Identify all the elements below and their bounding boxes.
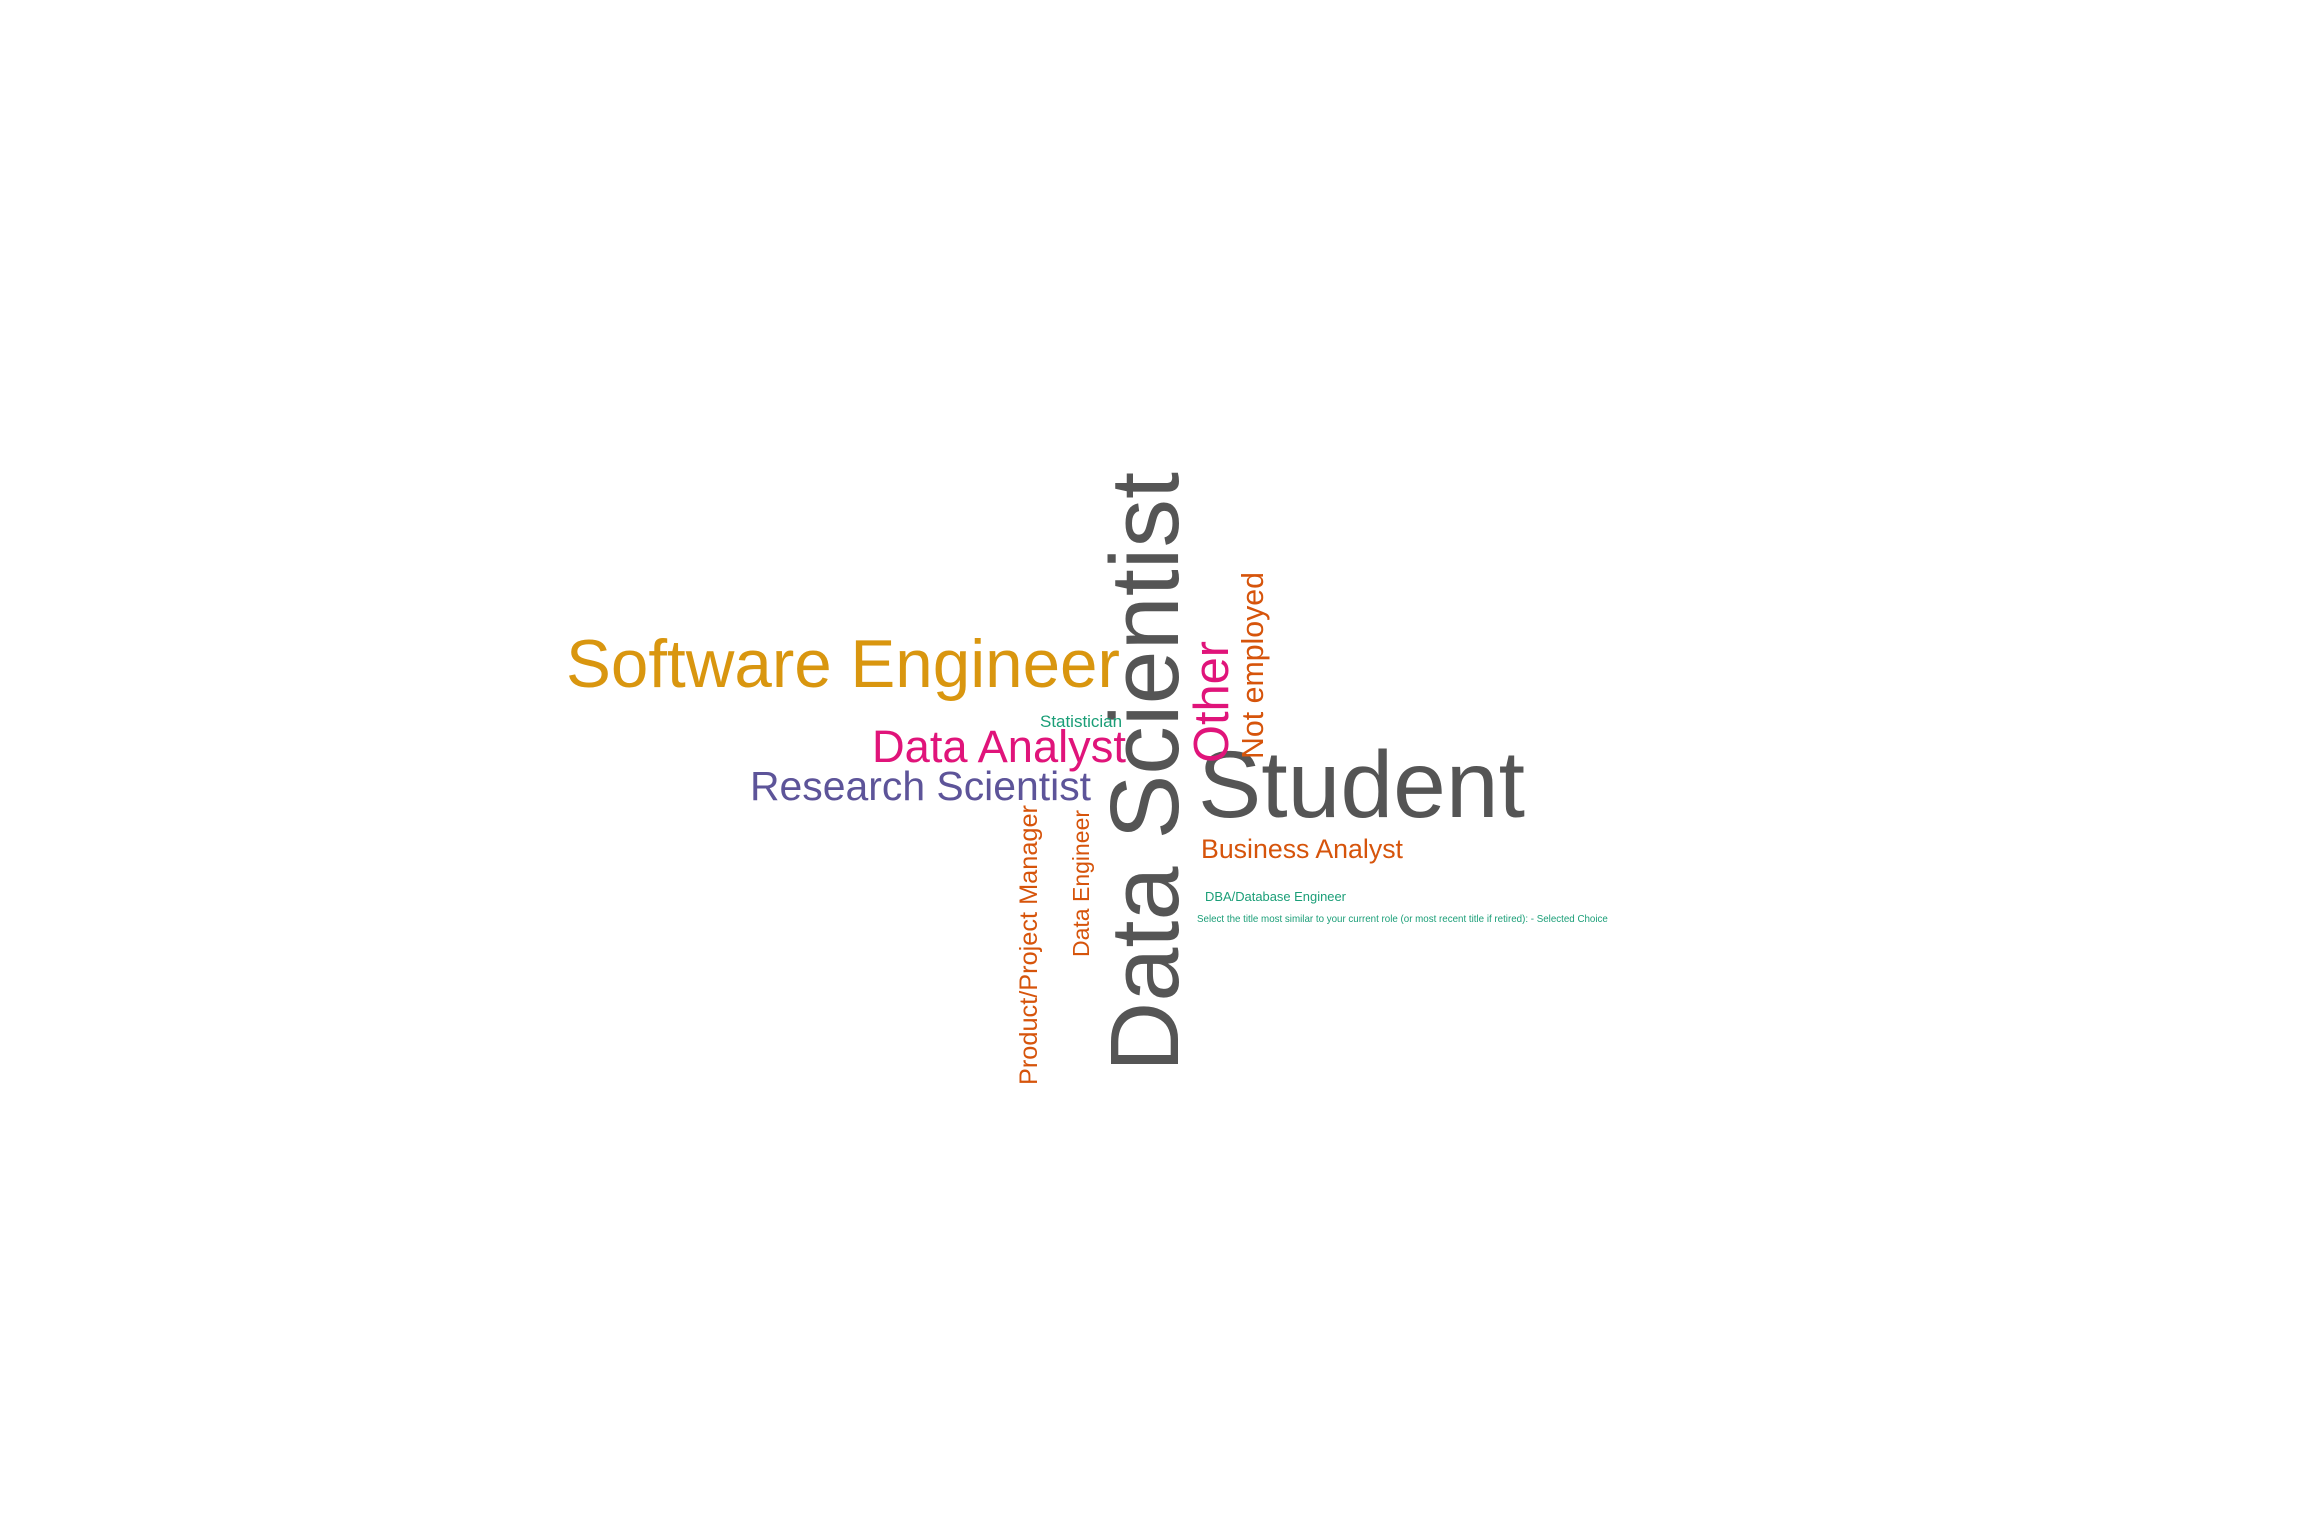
word-product-project-manager: Product/Project Manager [1014,805,1043,1085]
word-select-the-title: Select the title most similar to your cu… [1197,913,1608,925]
word-data-analyst: Data Analyst [872,720,1126,772]
word-statistician: Statistician [1040,711,1123,731]
word-other: Other [1184,640,1239,763]
word-business-analyst: Business Analyst [1201,834,1403,865]
word-research-scientist: Research Scientist [750,763,1092,810]
word-dba-database-engineer: DBA/Database Engineer [1205,889,1346,905]
word-student: Student [1198,732,1526,839]
word-software-engineer: Software Engineer [566,626,1120,702]
word-data-engineer: Data Engineer [1068,809,1095,957]
word-not-employed: Not employed [1236,571,1270,759]
word-data-scientist: Data Scientist [1089,472,1199,1072]
